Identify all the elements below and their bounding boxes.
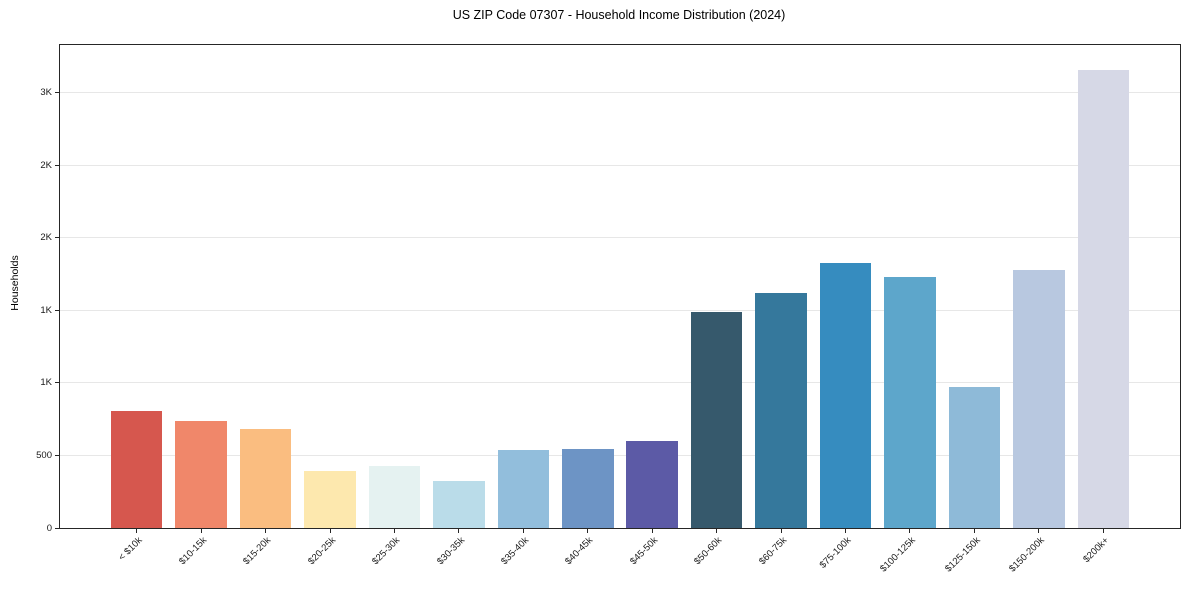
x-tick-label: $20-25k <box>305 535 338 568</box>
y-tick-mark <box>55 92 59 94</box>
y-tick-label: 2K <box>40 159 52 171</box>
gridline <box>60 92 1180 94</box>
bar <box>690 311 743 528</box>
gridline <box>60 164 1180 166</box>
x-tick-label: $125-150k <box>942 535 983 575</box>
x-tick-mark <box>651 529 653 533</box>
y-tick-mark <box>55 309 59 311</box>
bar <box>304 470 356 528</box>
x-tick-mark <box>136 529 138 533</box>
x-tick-label: $25-30k <box>370 535 403 568</box>
y-axis-label: Households <box>9 255 21 311</box>
bar <box>755 293 807 528</box>
x-tick-mark <box>200 529 202 533</box>
y-tick-mark <box>55 164 59 166</box>
x-tick-mark <box>393 529 395 533</box>
bar <box>884 277 936 528</box>
x-tick-label: $15-20k <box>241 535 274 568</box>
bar <box>819 263 872 528</box>
x-tick-label: $50-60k <box>692 535 725 568</box>
x-tick-label: $35-40k <box>499 535 532 568</box>
y-tick-label: 0 <box>46 522 52 534</box>
y-tick-label: 500 <box>36 449 52 461</box>
gridline <box>60 382 1180 384</box>
bar <box>1013 269 1065 528</box>
y-tick-mark <box>55 454 59 456</box>
x-tick-label: $40-45k <box>563 535 596 568</box>
x-tick-mark <box>1102 529 1104 533</box>
x-tick-mark <box>522 529 524 533</box>
y-tick-mark <box>55 237 59 239</box>
gridline <box>60 309 1180 311</box>
y-tick-label: 1K <box>40 304 52 316</box>
y-tick-label: 2K <box>40 232 52 244</box>
bar <box>368 466 421 528</box>
chart-title: US ZIP Code 07307 - Household Income Dis… <box>452 8 786 22</box>
x-tick-mark <box>458 529 460 533</box>
y-tick-mark <box>55 382 59 384</box>
x-tick-label: $10-15k <box>176 535 209 568</box>
bar <box>562 448 614 528</box>
bar <box>626 441 678 528</box>
x-tick-mark <box>265 529 267 533</box>
x-tick-mark <box>329 529 331 533</box>
x-tick-mark <box>780 529 782 533</box>
bar <box>948 386 1001 528</box>
x-tick-mark <box>845 529 847 533</box>
x-tick-mark <box>909 529 911 533</box>
y-tick-label: 1K <box>40 377 52 389</box>
x-tick-label: $45-50k <box>627 535 661 568</box>
x-tick-label: < $10k <box>116 535 145 564</box>
x-tick-mark <box>587 529 589 533</box>
x-tick-mark <box>716 529 718 533</box>
bar <box>110 410 163 528</box>
gridline <box>60 237 1180 239</box>
bar <box>175 420 227 528</box>
bar <box>497 450 550 528</box>
x-tick-mark <box>973 529 975 533</box>
bar <box>433 481 485 528</box>
x-tick-label: $200k+ <box>1081 535 1112 566</box>
y-tick-label: 3K <box>40 87 52 99</box>
x-tick-label: $60-75k <box>756 535 789 568</box>
x-tick-mark <box>1038 529 1040 533</box>
x-tick-label: $30-35k <box>434 535 467 568</box>
x-tick-label: $100-125k <box>878 535 918 575</box>
bar <box>239 429 292 528</box>
x-tick-label: $150-200k <box>1007 535 1047 575</box>
bar <box>1077 69 1130 528</box>
x-tick-label: $75-100k <box>817 535 854 571</box>
y-tick-mark <box>55 527 59 529</box>
gridline <box>60 454 1180 456</box>
plot-area: 0 500 1K 1K 2K 2K 3K < $10k $10-15k $15-20k $20-25… <box>36 44 1181 575</box>
